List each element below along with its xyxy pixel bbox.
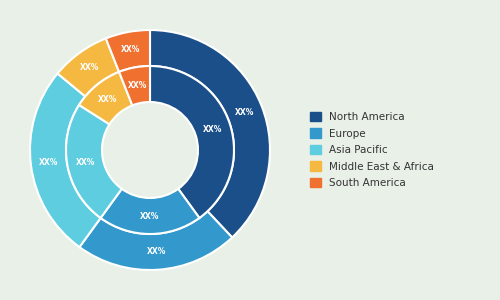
Wedge shape bbox=[58, 38, 119, 97]
Text: XX%: XX% bbox=[80, 63, 100, 72]
Text: XX%: XX% bbox=[235, 108, 255, 117]
Legend: North America, Europe, Asia Pacific, Middle East & Africa, South America: North America, Europe, Asia Pacific, Mid… bbox=[305, 107, 439, 193]
Wedge shape bbox=[150, 30, 270, 238]
Text: XX%: XX% bbox=[146, 247, 166, 256]
Text: XX%: XX% bbox=[39, 158, 58, 167]
Wedge shape bbox=[79, 72, 132, 124]
Wedge shape bbox=[150, 66, 234, 218]
Text: XX%: XX% bbox=[76, 158, 95, 167]
Text: XX%: XX% bbox=[140, 212, 160, 220]
Wedge shape bbox=[80, 211, 232, 270]
Text: XX%: XX% bbox=[203, 125, 222, 134]
Wedge shape bbox=[100, 189, 200, 234]
Text: XX%: XX% bbox=[98, 94, 117, 103]
Text: XX%: XX% bbox=[121, 45, 141, 54]
Wedge shape bbox=[66, 105, 122, 218]
Wedge shape bbox=[119, 66, 150, 105]
Wedge shape bbox=[106, 30, 150, 72]
Wedge shape bbox=[30, 74, 100, 247]
Text: XX%: XX% bbox=[128, 81, 148, 90]
